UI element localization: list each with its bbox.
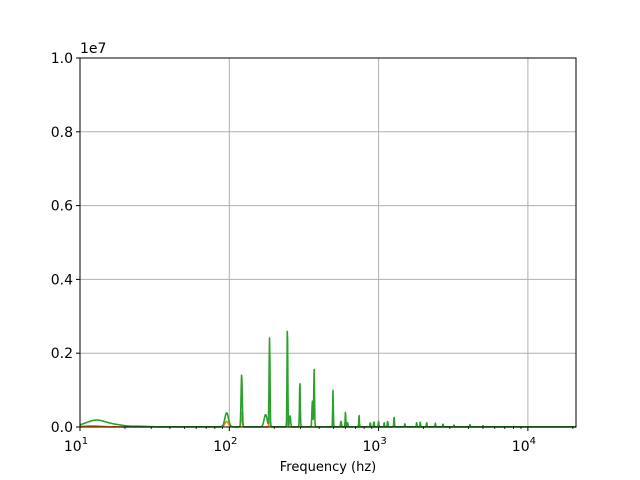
x-tick-label: 101 — [64, 436, 88, 455]
y-tick-label: 0.4 — [51, 272, 73, 288]
x-tick-label: 103 — [362, 436, 386, 455]
grid — [79, 57, 576, 428]
x-axis-ticks: 101 102 103 104 — [64, 427, 574, 455]
y-tick-label: 0.0 — [51, 420, 73, 436]
x-tick-label: 104 — [512, 436, 536, 455]
y-axis-ticks: 0.0 0.2 0.4 0.6 0.8 1.0 — [51, 51, 80, 436]
plot-frame — [79, 57, 577, 428]
y-tick-label: 0.8 — [51, 125, 73, 141]
x-axis-label: Frequency (hz) — [280, 460, 377, 475]
y-tick-label: 1.0 — [51, 51, 73, 67]
y-offset-text: 1e7 — [80, 41, 106, 57]
series-layer — [79, 330, 577, 428]
y-tick-label: 0.2 — [51, 346, 73, 362]
series-line — [79, 407, 577, 428]
y-tick-label: 0.6 — [51, 199, 73, 215]
series-line — [79, 330, 577, 428]
x-tick-label: 102 — [213, 436, 237, 455]
